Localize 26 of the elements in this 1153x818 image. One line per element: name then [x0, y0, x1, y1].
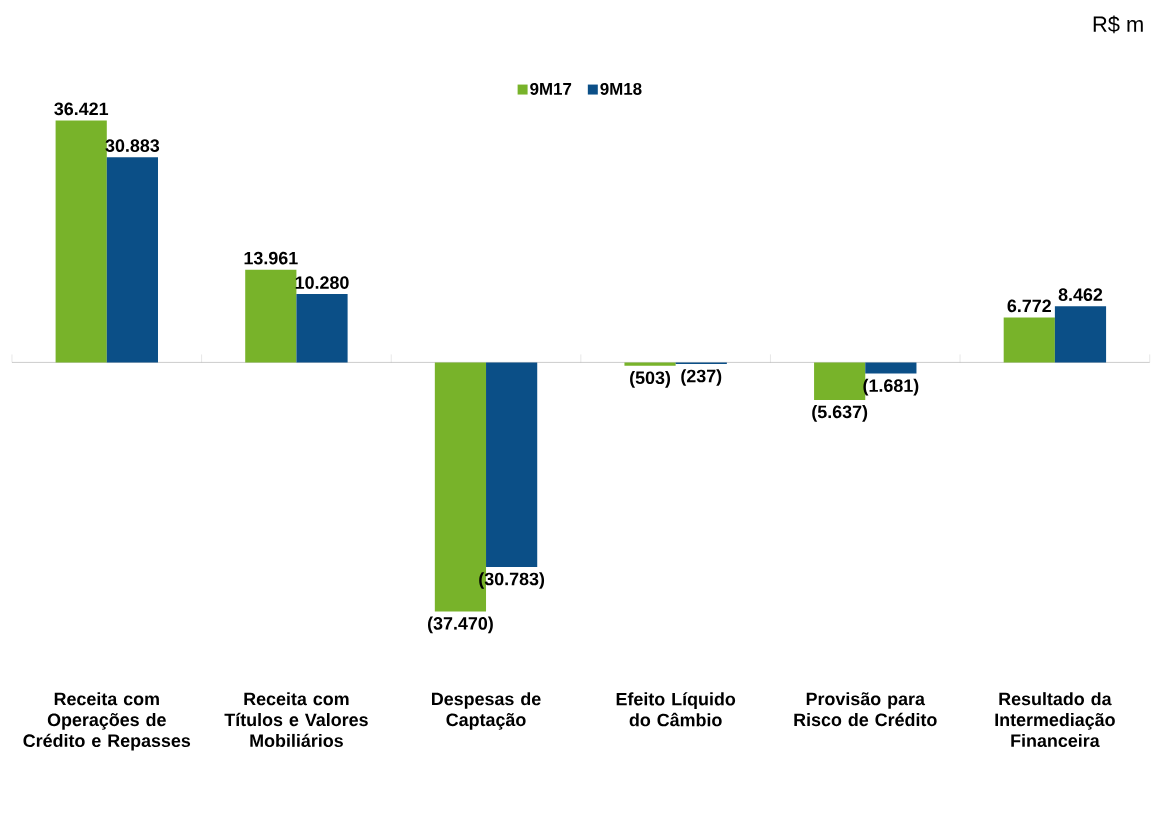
data-label: (237)	[681, 368, 722, 386]
x-tick-label: Efeito Líquido do Câmbio	[616, 691, 736, 727]
data-label: 8.462	[1058, 288, 1103, 301]
data-label: (5.637)	[812, 404, 868, 422]
x-tick-label: Receita com Operações de Crédito e Repasses	[23, 691, 191, 751]
bar	[55, 120, 107, 363]
bar	[624, 362, 676, 366]
legend-label: 9M17	[530, 82, 572, 95]
data-label: 13.961	[244, 251, 298, 265]
data-label: (503)	[630, 370, 671, 388]
bar	[245, 269, 297, 363]
text: R$ m	[1093, 15, 1143, 33]
data-label: (37.470)	[427, 616, 493, 634]
x-tick-label: Receita com Títulos e Valores Mobiliários	[224, 691, 368, 747]
bar	[1054, 306, 1107, 363]
bar	[106, 156, 158, 363]
bar	[296, 293, 348, 363]
bar	[865, 362, 917, 374]
x-tick-label: Provisão para Risco de Crédito	[794, 691, 937, 726]
legend-label: 9M18	[600, 82, 642, 95]
bar	[486, 362, 538, 567]
x-tick-label: Resultado da Intermediação Financeira	[995, 691, 1115, 747]
x-tick-label: Despesas de Captação	[432, 691, 541, 730]
data-label: 6.772	[1007, 299, 1051, 313]
bar	[1003, 317, 1055, 363]
data-label: 36.421	[54, 102, 109, 115]
